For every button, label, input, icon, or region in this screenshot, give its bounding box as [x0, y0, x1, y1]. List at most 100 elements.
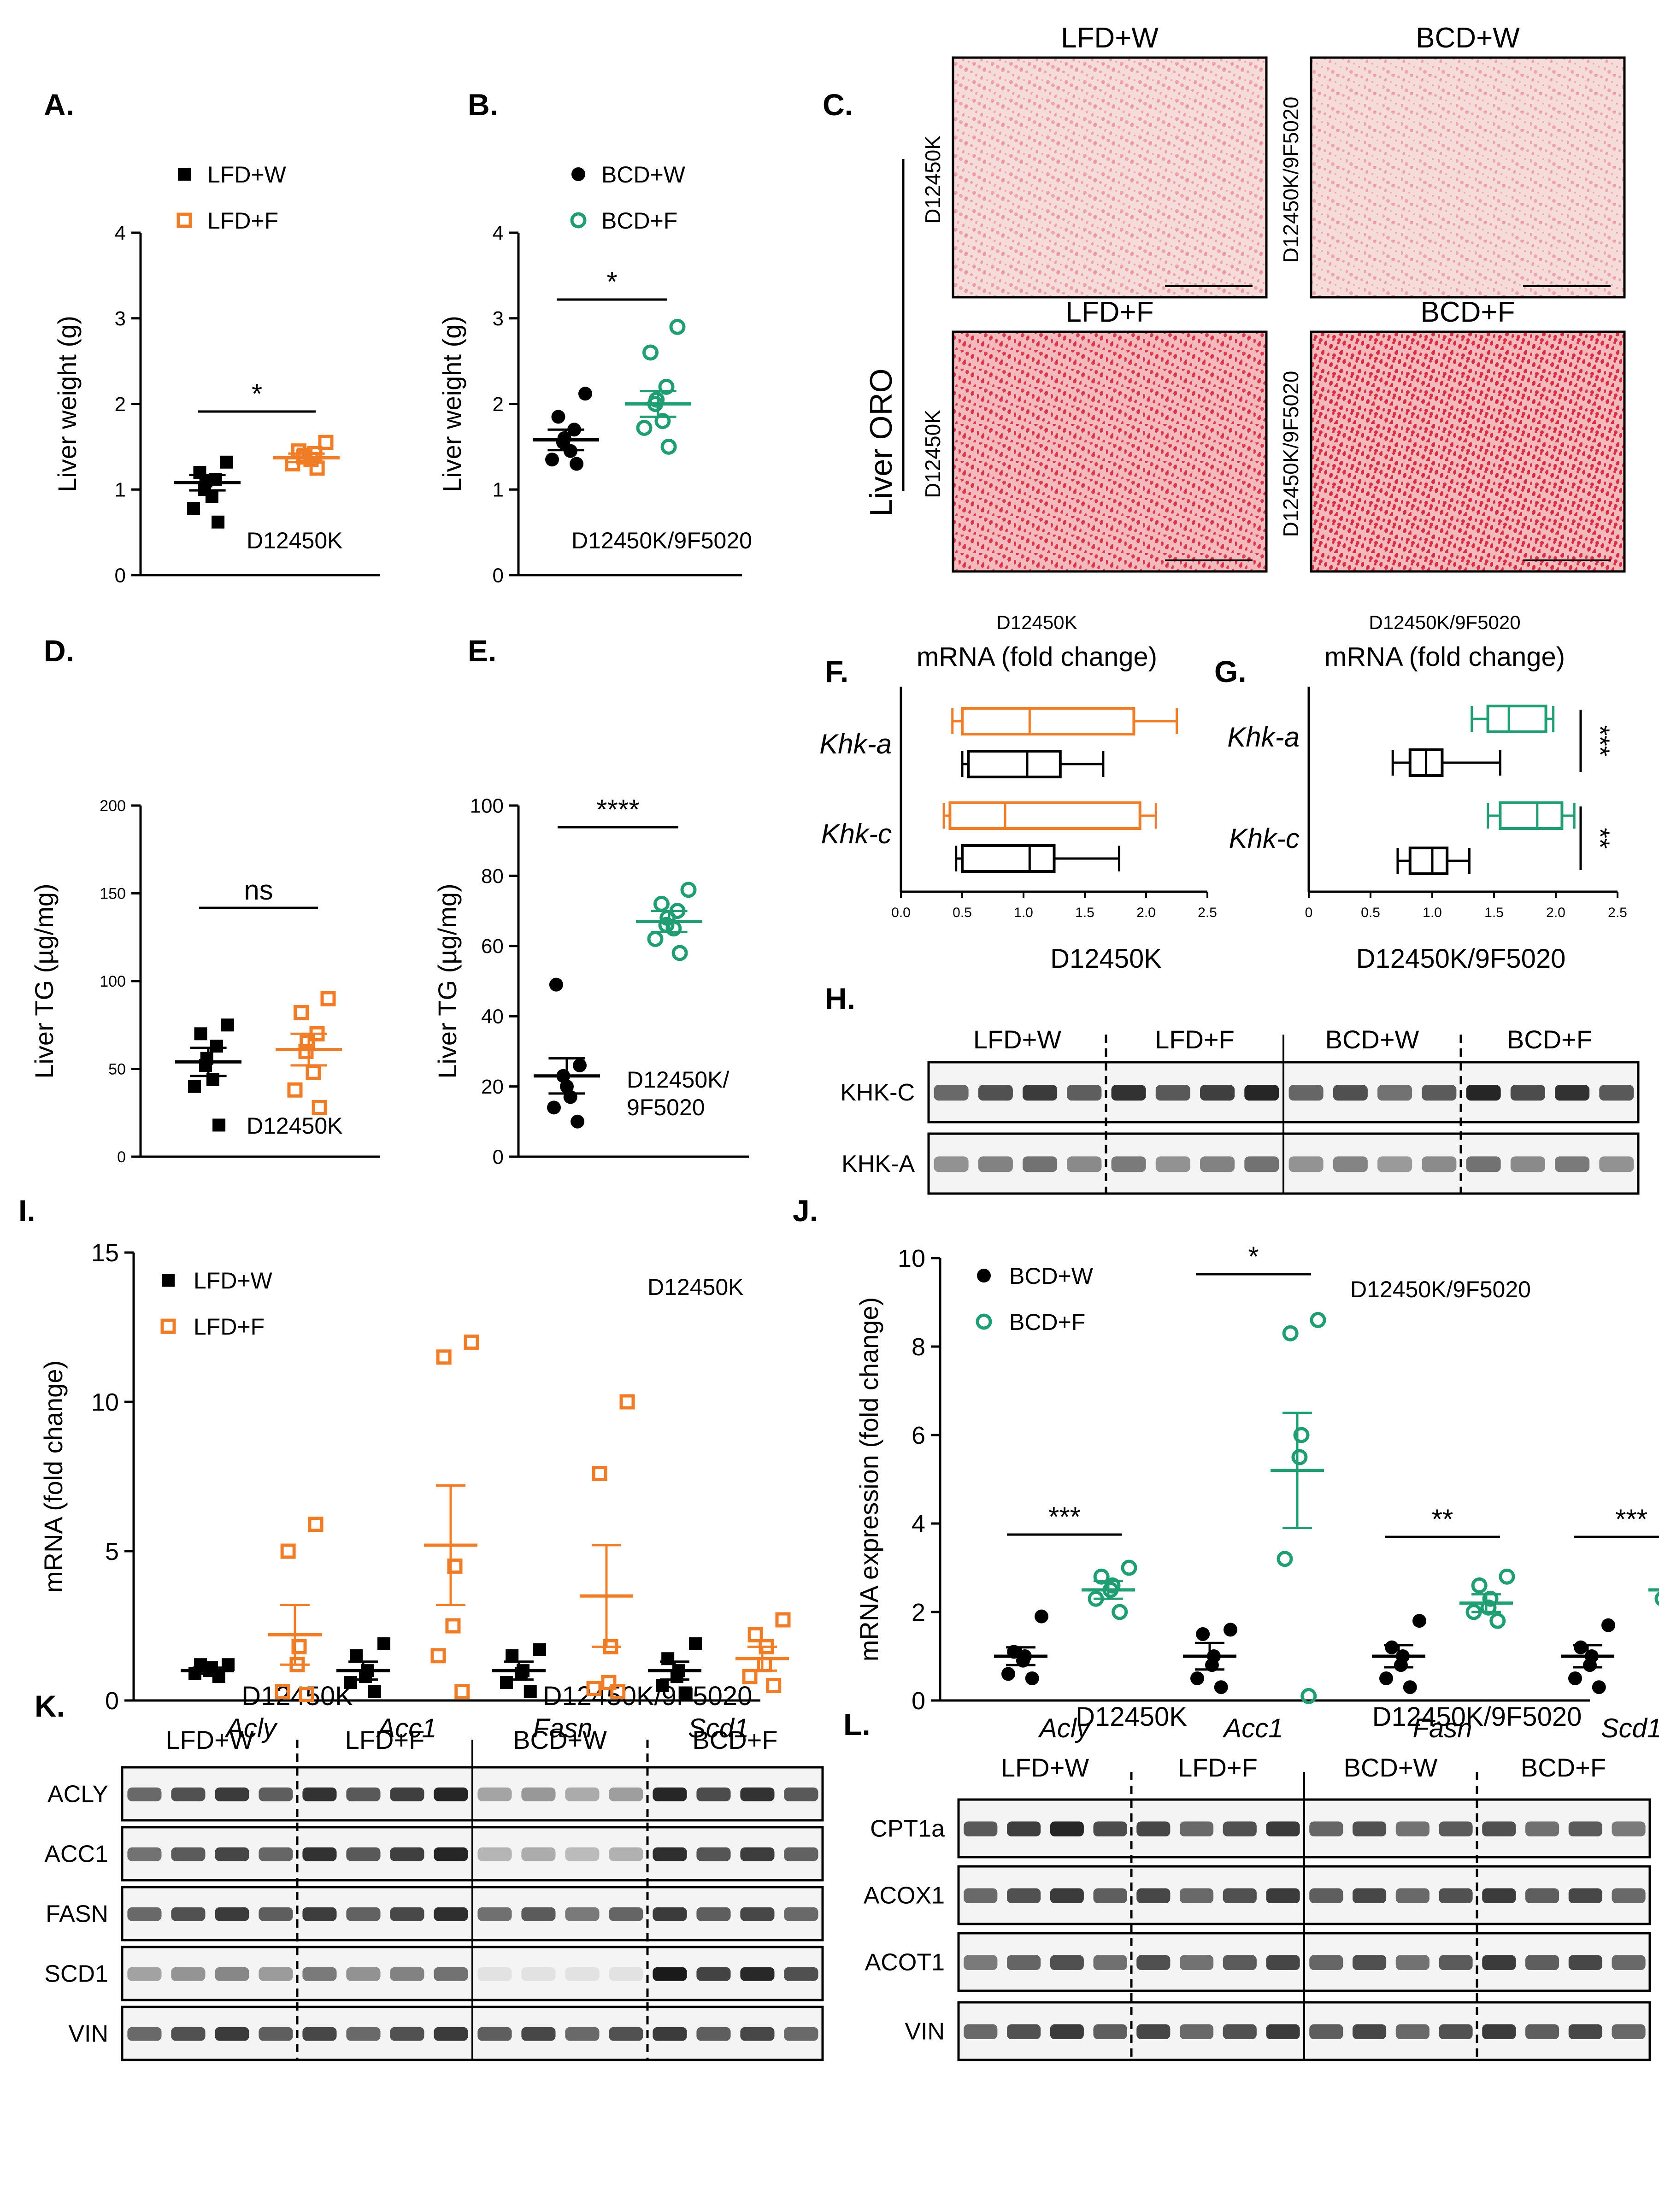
D-point	[320, 991, 336, 1006]
I-point	[679, 1688, 693, 1701]
J-note: D12450K/9F5020	[1350, 1277, 1531, 1302]
J-sig-label: ***	[1615, 1504, 1647, 1535]
H-group-label: LFD+W	[973, 1025, 1061, 1054]
I-point	[291, 1639, 307, 1654]
L-band	[1482, 2024, 1516, 2039]
K-band	[653, 1967, 687, 1981]
H-band	[978, 1085, 1013, 1101]
B-y-tick-label: 3	[493, 307, 504, 330]
B-legend-marker	[570, 212, 587, 229]
D-point	[294, 1005, 309, 1021]
A-point	[187, 502, 200, 515]
K-band	[259, 2027, 293, 2041]
J-point	[1310, 1312, 1326, 1328]
I-point	[275, 1684, 290, 1700]
I-point	[592, 1466, 607, 1482]
J-point	[1121, 1559, 1137, 1576]
L-band	[1612, 1955, 1646, 1970]
J-point	[1412, 1614, 1426, 1628]
L-band	[1309, 1888, 1343, 1903]
H-band	[934, 1156, 969, 1172]
K-band	[784, 1787, 818, 1801]
D-point	[212, 1118, 226, 1132]
K-band	[346, 1847, 381, 1861]
G-sig-label: **	[1585, 828, 1615, 848]
A-y-tick-label: 3	[115, 307, 126, 330]
I-point	[377, 1637, 390, 1650]
G-x-tick-label: 0.5	[1361, 905, 1380, 920]
E-point	[653, 895, 670, 912]
J-y-tick-label: 10	[898, 1245, 925, 1272]
K-group-label: LFD+W	[165, 1725, 253, 1754]
H-band	[1555, 1156, 1590, 1172]
I-point	[506, 1649, 519, 1662]
E-point	[680, 882, 697, 898]
K-band	[609, 1847, 643, 1861]
D-note: D12450K	[247, 1113, 343, 1139]
K-row-label: VIN	[68, 2021, 108, 2047]
K-band	[609, 1967, 643, 1981]
E-note: D12450K/	[627, 1067, 729, 1093]
A-legend-marker	[178, 168, 191, 181]
A-point	[193, 466, 206, 479]
B-point	[545, 453, 559, 467]
K-band	[521, 1907, 556, 1921]
K-band	[346, 1967, 381, 1981]
L-header: D12450K/9F5020	[1372, 1702, 1582, 1732]
K-band	[346, 1787, 381, 1801]
B-point	[654, 413, 671, 429]
K-band	[390, 1967, 424, 1981]
B-point	[648, 391, 665, 408]
A-sig-label: *	[252, 378, 262, 409]
J-category-label: Fasn	[1413, 1713, 1472, 1743]
L-band	[1612, 2024, 1646, 2039]
K-band	[477, 1847, 512, 1861]
J-category-label: Acly	[1038, 1713, 1091, 1743]
panel-letter: G.	[1214, 654, 1247, 688]
H-band	[1555, 1085, 1590, 1101]
I-point	[656, 1679, 669, 1692]
J-point	[1471, 1577, 1488, 1594]
L-band	[1353, 2024, 1387, 2039]
I-point	[661, 1652, 675, 1665]
L-band	[1050, 1888, 1084, 1903]
E-point	[547, 1100, 561, 1115]
J-y-tick-label: 6	[912, 1422, 925, 1449]
H-band	[1377, 1085, 1412, 1101]
K-header: D12450K	[241, 1681, 353, 1711]
J-point	[1568, 1671, 1582, 1685]
F-box	[967, 750, 1062, 778]
I-point	[689, 1637, 702, 1650]
B-legend-label: BCD+W	[601, 162, 686, 188]
G-gene-label: Khk-a	[1227, 722, 1300, 753]
B-y-tick-label: 0	[493, 564, 504, 587]
K-band	[302, 1847, 337, 1861]
L-band	[1093, 1955, 1127, 1970]
K-band	[259, 1907, 293, 1921]
C-oro-image-3	[1310, 330, 1626, 573]
H-band	[1155, 1085, 1190, 1101]
I-point	[610, 1684, 626, 1700]
E-sig-label: ****	[596, 794, 639, 825]
K-band	[302, 1787, 337, 1801]
K-band	[521, 1847, 556, 1861]
K-band	[696, 1787, 731, 1801]
I-point	[436, 1349, 452, 1365]
C-row-label: D12450K	[921, 410, 945, 498]
K-band	[521, 1967, 556, 1981]
L-band	[1007, 1888, 1041, 1903]
H-row-label: KHK-C	[840, 1079, 915, 1106]
H-band	[1333, 1085, 1368, 1101]
panel-letter: D.	[44, 634, 74, 668]
F-x-tick-label: 2.5	[1198, 905, 1217, 920]
I-point	[500, 1676, 513, 1689]
K-row-label: ACC1	[44, 1841, 108, 1868]
I-category-label: Acly	[224, 1713, 278, 1743]
K-header: D12450K/9F5020	[543, 1681, 753, 1711]
E-y-tick-label: 80	[481, 865, 504, 888]
I-legend-marker	[160, 1318, 176, 1334]
L-band	[1525, 1955, 1559, 1970]
L-band	[1136, 2024, 1171, 2039]
F-gene-label: Khk-c	[821, 818, 892, 849]
L-band	[1136, 1888, 1171, 1903]
